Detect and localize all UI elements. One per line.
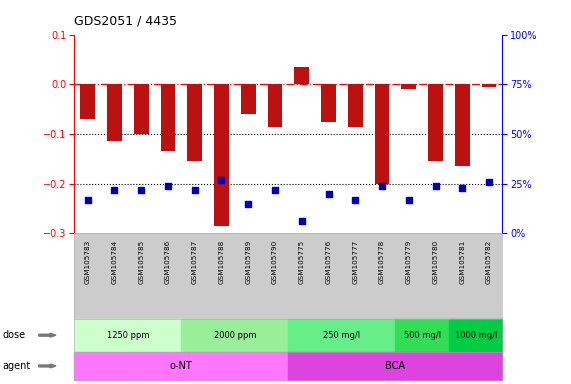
Text: GSM105779: GSM105779	[406, 240, 412, 285]
Point	[324, 190, 333, 197]
Point	[297, 218, 306, 225]
Text: GSM105778: GSM105778	[379, 240, 385, 285]
Text: GSM105782: GSM105782	[486, 240, 492, 285]
Bar	[134, 84, 148, 134]
Bar	[288, 352, 502, 380]
Bar	[241, 84, 256, 114]
Bar	[401, 84, 416, 89]
Bar	[214, 84, 229, 226]
Text: GSM105780: GSM105780	[433, 240, 439, 285]
Text: GSM105788: GSM105788	[219, 240, 224, 285]
Point	[431, 183, 440, 189]
Bar	[268, 84, 282, 126]
Text: GSM105781: GSM105781	[459, 240, 465, 285]
Point	[244, 200, 253, 207]
Bar	[182, 319, 288, 352]
Text: GSM105777: GSM105777	[352, 240, 358, 285]
Text: 1250 ppm: 1250 ppm	[107, 331, 149, 340]
Text: o-NT: o-NT	[170, 361, 192, 371]
Text: GSM105787: GSM105787	[192, 240, 198, 285]
Point	[217, 177, 226, 183]
Point	[190, 187, 199, 193]
Text: GSM105784: GSM105784	[111, 240, 118, 285]
Bar	[74, 352, 288, 380]
Bar	[160, 84, 175, 151]
Point	[110, 187, 119, 193]
Bar	[395, 319, 449, 352]
Text: GSM105790: GSM105790	[272, 240, 278, 285]
Bar	[295, 67, 309, 84]
Bar	[449, 319, 502, 352]
Point	[83, 197, 92, 203]
Point	[351, 197, 360, 203]
Text: GSM105785: GSM105785	[138, 240, 144, 285]
Bar	[348, 84, 363, 126]
Text: 250 mg/l: 250 mg/l	[323, 331, 360, 340]
Bar	[74, 319, 182, 352]
Point	[458, 185, 467, 191]
Text: dose: dose	[3, 330, 26, 340]
Text: 1000 mg/l: 1000 mg/l	[455, 331, 497, 340]
Point	[136, 187, 146, 193]
Text: GSM105775: GSM105775	[299, 240, 305, 285]
Point	[271, 187, 280, 193]
Bar	[428, 84, 443, 161]
Point	[163, 183, 172, 189]
Bar	[81, 84, 95, 119]
Bar	[455, 84, 470, 166]
Text: GSM105783: GSM105783	[85, 240, 91, 285]
Bar	[482, 84, 496, 87]
Point	[377, 183, 387, 189]
Text: GDS2051 / 4435: GDS2051 / 4435	[74, 15, 177, 28]
Bar	[187, 84, 202, 161]
Bar	[107, 84, 122, 141]
Text: agent: agent	[3, 361, 31, 371]
Text: GSM105776: GSM105776	[325, 240, 332, 285]
Text: GSM105789: GSM105789	[245, 240, 251, 285]
Point	[404, 197, 413, 203]
Bar	[288, 319, 395, 352]
Bar	[375, 84, 389, 184]
Point	[485, 179, 494, 185]
Bar	[321, 84, 336, 122]
Text: GSM105786: GSM105786	[165, 240, 171, 285]
Text: 2000 ppm: 2000 ppm	[214, 331, 256, 340]
Text: 500 mg/l: 500 mg/l	[404, 331, 441, 340]
Text: BCA: BCA	[385, 361, 405, 371]
